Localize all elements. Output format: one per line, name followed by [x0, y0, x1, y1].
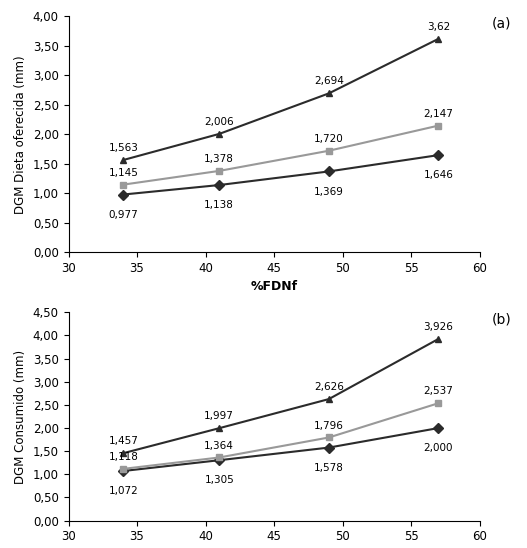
- Text: 1,997: 1,997: [204, 411, 234, 421]
- Text: 1,305: 1,305: [204, 476, 234, 486]
- Text: 1,118: 1,118: [109, 452, 138, 462]
- Text: 1,578: 1,578: [314, 463, 344, 473]
- Text: 1,563: 1,563: [109, 143, 138, 153]
- Text: 1,369: 1,369: [314, 187, 344, 197]
- Text: 1,457: 1,457: [109, 436, 138, 446]
- Text: 3,62: 3,62: [427, 22, 450, 32]
- Text: 2,694: 2,694: [314, 76, 344, 87]
- Y-axis label: DGM Consumido (mm): DGM Consumido (mm): [14, 350, 27, 483]
- Text: 2,537: 2,537: [424, 386, 453, 396]
- Text: 3,926: 3,926: [424, 322, 453, 332]
- Text: 0,977: 0,977: [109, 210, 138, 220]
- Legend: TP 2 cm, TP 5 cm, TP 15 cm: TP 2 cm, TP 5 cm, TP 15 cm: [122, 324, 426, 346]
- Text: 2,147: 2,147: [424, 109, 453, 119]
- Text: (b): (b): [492, 312, 512, 327]
- Text: 1,646: 1,646: [424, 170, 453, 180]
- Text: 1,072: 1,072: [109, 486, 138, 496]
- Text: 1,796: 1,796: [314, 420, 344, 431]
- X-axis label: %FDNf: %FDNf: [250, 281, 298, 293]
- Text: 1,378: 1,378: [204, 154, 234, 164]
- Text: 2,006: 2,006: [204, 117, 234, 127]
- Text: 1,145: 1,145: [109, 168, 138, 178]
- Y-axis label: DGM Dieta oferecida (mm): DGM Dieta oferecida (mm): [14, 55, 27, 214]
- Text: 1,138: 1,138: [204, 201, 234, 210]
- Text: 1,364: 1,364: [204, 441, 234, 450]
- Text: 2,626: 2,626: [314, 382, 344, 392]
- Text: 1,720: 1,720: [314, 134, 344, 144]
- Text: (a): (a): [492, 16, 511, 31]
- Text: 2,000: 2,000: [424, 443, 453, 453]
